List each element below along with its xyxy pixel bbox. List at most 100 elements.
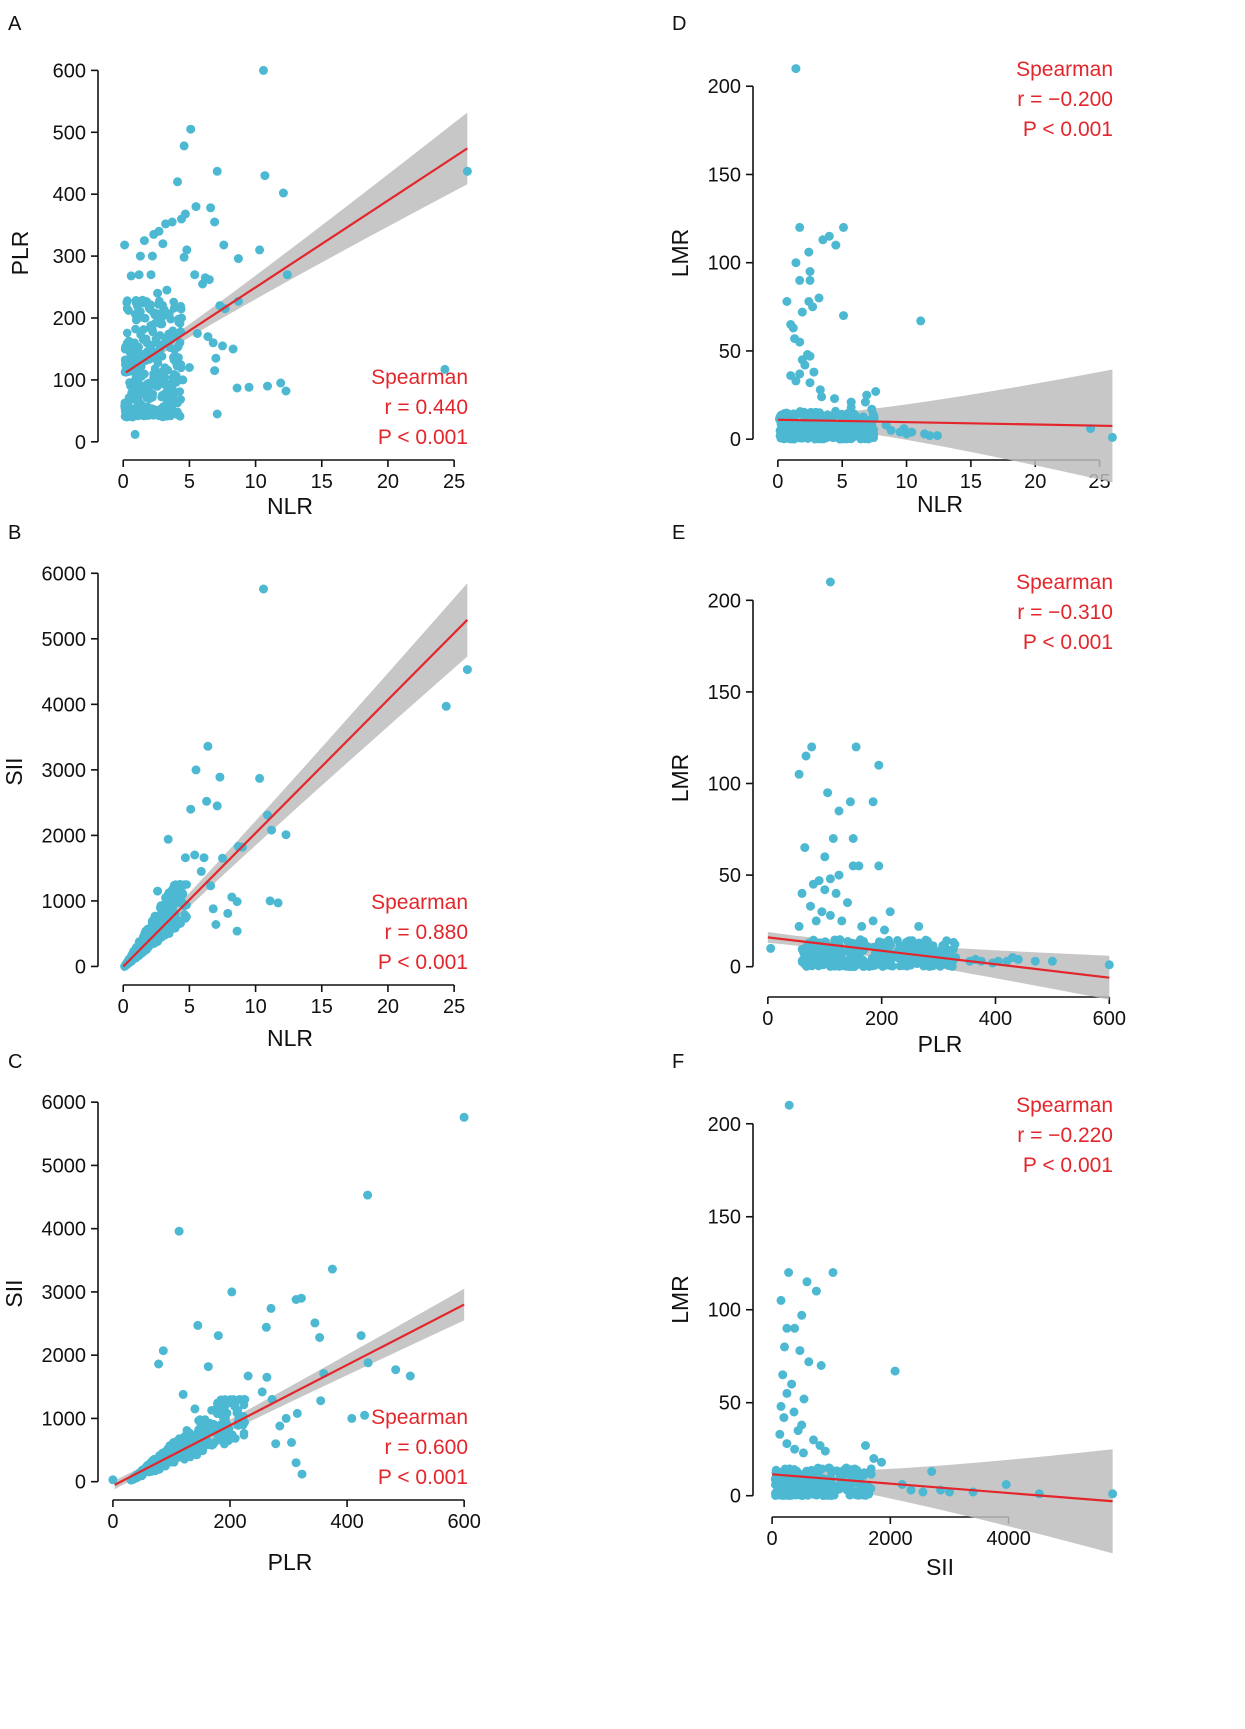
data-point	[798, 946, 808, 955]
data-point	[266, 1303, 276, 1313]
data-point	[158, 1346, 168, 1356]
y-tick-label: 5000	[42, 629, 87, 651]
x-tick-label: 400	[330, 1511, 363, 1533]
data-point	[839, 222, 848, 232]
data-point	[791, 258, 801, 268]
stats-p-label: P < 0.001	[378, 951, 468, 974]
data-point	[168, 326, 178, 336]
data-point	[158, 307, 168, 317]
x-tick-label: 5	[184, 471, 195, 493]
data-point	[850, 1487, 860, 1496]
data-point	[153, 288, 163, 298]
data-point	[805, 378, 815, 388]
data-point	[832, 1485, 842, 1495]
data-point	[178, 1389, 188, 1399]
y-tick-label: 0	[730, 429, 741, 451]
data-point	[794, 769, 804, 779]
data-point	[229, 1395, 238, 1404]
data-point	[175, 387, 185, 396]
data-point	[255, 245, 265, 255]
y-tick-label: 2000	[42, 1345, 87, 1367]
data-point	[310, 1318, 320, 1328]
data-point	[182, 245, 192, 255]
data-point	[185, 1428, 194, 1437]
data-point	[240, 1395, 250, 1404]
data-point	[819, 1484, 829, 1493]
data-point	[895, 941, 905, 950]
data-point	[128, 412, 137, 422]
x-tick-label: 4000	[986, 1528, 1031, 1550]
data-point	[788, 323, 798, 333]
y-tick-label: 150	[708, 682, 741, 704]
x-axis-title: NLR	[267, 1025, 313, 1051]
data-point	[179, 252, 189, 262]
data-point	[227, 892, 237, 902]
stats-p-label: P < 0.001	[378, 1466, 468, 1489]
data-point	[186, 124, 196, 134]
data-point	[806, 901, 815, 911]
data-point	[784, 1268, 794, 1277]
data-point	[854, 861, 864, 871]
data-point	[315, 1333, 325, 1342]
y-tick-label: 100	[53, 370, 86, 392]
data-point	[267, 825, 276, 835]
data-point	[917, 940, 926, 950]
data-point	[795, 1346, 805, 1356]
data-point	[798, 1448, 808, 1458]
data-point	[211, 920, 221, 929]
stats-method-label: Spearman	[1016, 1094, 1113, 1117]
data-point	[259, 584, 268, 594]
data-point	[816, 1361, 826, 1370]
data-point	[440, 364, 450, 374]
data-point	[809, 367, 819, 377]
data-point	[927, 1467, 937, 1476]
data-point	[139, 298, 148, 308]
data-point	[230, 1401, 240, 1411]
data-point	[175, 880, 185, 889]
data-point	[276, 378, 286, 388]
data-point	[204, 275, 214, 285]
data-point	[155, 372, 164, 381]
data-point	[190, 1404, 200, 1414]
data-point	[149, 229, 159, 239]
data-point	[932, 431, 942, 441]
data-point	[154, 405, 164, 414]
data-point	[877, 1457, 886, 1467]
data-point	[776, 1295, 786, 1305]
data-point	[198, 279, 208, 289]
data-point	[194, 1425, 203, 1434]
data-point	[152, 914, 161, 924]
data-point	[890, 1366, 900, 1376]
x-tick-label: 10	[244, 471, 266, 493]
data-point	[227, 1287, 237, 1297]
panel-a: A 0 100 200 300 400 500 600 0 5 10 15 20 25 NLR PLR Spea…	[7, 13, 472, 519]
x-tick-label: 2000	[868, 1528, 913, 1550]
data-point	[968, 1487, 978, 1497]
data-point	[782, 1388, 792, 1398]
data-point	[278, 188, 288, 198]
data-point	[866, 1484, 876, 1493]
data-point	[363, 1358, 373, 1368]
data-point	[143, 925, 153, 934]
data-point	[807, 430, 816, 440]
data-point	[805, 275, 815, 285]
data-point	[886, 941, 895, 950]
data-point	[206, 881, 216, 891]
y-tick-label: 0	[75, 432, 86, 454]
data-point	[810, 408, 819, 418]
data-point	[391, 1365, 401, 1375]
y-tick-label: 150	[708, 1207, 741, 1229]
x-axis-title: PLR	[268, 1549, 313, 1575]
data-point	[202, 796, 212, 806]
data-point	[360, 1410, 370, 1420]
data-point	[211, 353, 221, 363]
x-tick-label: 600	[447, 1511, 480, 1533]
data-point	[814, 1478, 824, 1488]
data-point	[281, 1413, 291, 1423]
data-point	[860, 397, 870, 407]
data-point	[832, 948, 842, 957]
data-point	[868, 797, 878, 807]
data-point	[1047, 956, 1057, 966]
data-point	[774, 1476, 784, 1485]
